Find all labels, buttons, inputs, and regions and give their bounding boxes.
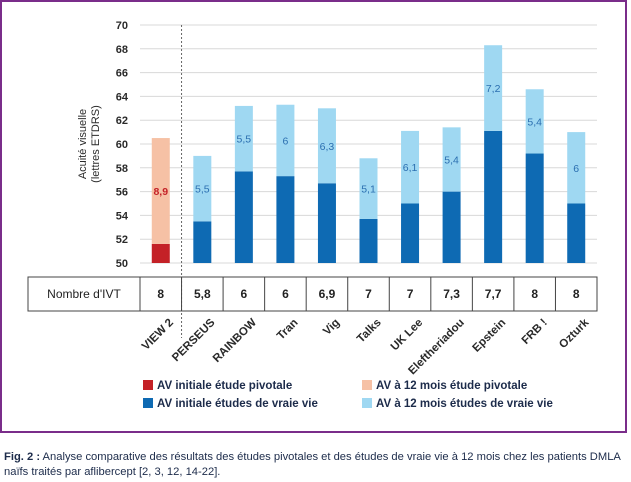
x-category-label: Vig	[321, 317, 342, 338]
bar-gain-label: 8,9	[153, 186, 168, 198]
ivt-table-value: 8	[531, 287, 538, 301]
bar-initial	[193, 221, 212, 263]
figure-caption: Fig. 2 : Analyse comparative des résulta…	[4, 450, 629, 480]
bar-initial	[567, 203, 586, 263]
x-category-label: Talks	[355, 317, 384, 346]
legend-swatch	[362, 380, 372, 390]
ivt-table-value: 8	[157, 287, 164, 301]
bar-12-month	[442, 127, 461, 192]
bar-12-month	[276, 104, 295, 177]
bar-initial	[359, 218, 378, 263]
y-tick-label: 52	[116, 234, 128, 246]
bar-gain-label: 5,1	[361, 184, 376, 196]
x-category-label: FRB !	[520, 317, 550, 347]
y-tick-label: 68	[116, 44, 128, 56]
bar-12-month	[567, 132, 586, 204]
bar-gain-label: 5,5	[237, 134, 252, 146]
bar-gain-label: 7,2	[486, 83, 501, 95]
legend-swatch	[143, 398, 153, 408]
ivt-table-value: 6	[241, 287, 248, 301]
bar-gain-label: 6	[573, 163, 579, 175]
ivt-table-value: 7,3	[443, 287, 460, 301]
x-category-label: Tran	[275, 317, 301, 343]
ivt-table-value: 5,8	[194, 287, 211, 301]
y-tick-label: 64	[116, 91, 129, 103]
bar-gain-label: 5,5	[195, 184, 210, 196]
legend-label: AV à 12 mois études de vraie vie	[376, 398, 553, 410]
ivt-table-header: Nombre d'IVT	[47, 287, 121, 301]
y-tick-label: 70	[116, 20, 128, 32]
bar-initial	[151, 243, 170, 263]
ivt-table	[27, 276, 598, 312]
bar-12-month	[359, 158, 378, 219]
ivt-table-value: 7,7	[485, 287, 502, 301]
bar-initial	[525, 153, 544, 263]
bar-initial	[276, 176, 295, 263]
x-category-label: UK Lee	[389, 317, 426, 354]
ivt-table-value: 7	[407, 287, 414, 301]
legend-label: AV initiale études de vraie vie	[157, 398, 318, 410]
y-tick-label: 56	[116, 187, 128, 199]
bar-gain-label: 6	[282, 135, 288, 147]
bar-initial	[401, 203, 420, 263]
x-category-label: RAINBOW	[211, 317, 259, 365]
bar-initial	[317, 183, 336, 263]
ivt-table-value: 8	[573, 287, 580, 301]
ivt-table-value: 6,9	[319, 287, 336, 301]
bar-12-month	[151, 138, 170, 244]
caption-figure-label: Fig. 2 :	[4, 451, 41, 463]
x-category-label: Epstein	[470, 317, 508, 355]
figure-frame	[0, 0, 627, 433]
y-tick-label: 58	[116, 163, 128, 175]
caption-text: Analyse comparative des résultats des ét…	[4, 451, 621, 478]
bar-12-month	[317, 108, 336, 184]
x-category-label: VIEW 2	[140, 317, 176, 353]
y-tick-label: 62	[116, 115, 128, 127]
bar-gain-label: 6,1	[403, 162, 418, 174]
y-tick-label: 54	[116, 210, 129, 222]
legend-label: AV à 12 mois étude pivotale	[376, 380, 527, 392]
bar-12-month	[401, 130, 420, 204]
bar-12-month	[484, 45, 503, 131]
bar-12-month	[525, 89, 544, 154]
y-axis-label: Acuité visuelle	[77, 109, 89, 179]
bar-gain-label: 6,3	[320, 141, 335, 153]
ivt-table-value: 6	[282, 287, 289, 301]
x-category-label: Ozturk	[557, 316, 592, 351]
bar-12-month	[193, 155, 212, 222]
legend-label: AV initiale étude pivotale	[157, 380, 292, 392]
legend-swatch	[143, 380, 153, 390]
y-axis-label: (lettres ETDRS)	[90, 105, 102, 183]
bar-12-month	[234, 105, 253, 172]
bar-initial	[234, 171, 253, 263]
legend-swatch	[362, 398, 372, 408]
y-tick-label: 60	[116, 139, 128, 151]
ivt-table-value: 7	[365, 287, 372, 301]
bar-initial	[484, 130, 503, 263]
bar-gain-label: 5,4	[444, 154, 459, 166]
bar-initial	[442, 191, 461, 263]
bar-gain-label: 5,4	[527, 116, 542, 128]
y-tick-label: 66	[116, 68, 128, 80]
y-tick-label: 50	[116, 258, 128, 270]
